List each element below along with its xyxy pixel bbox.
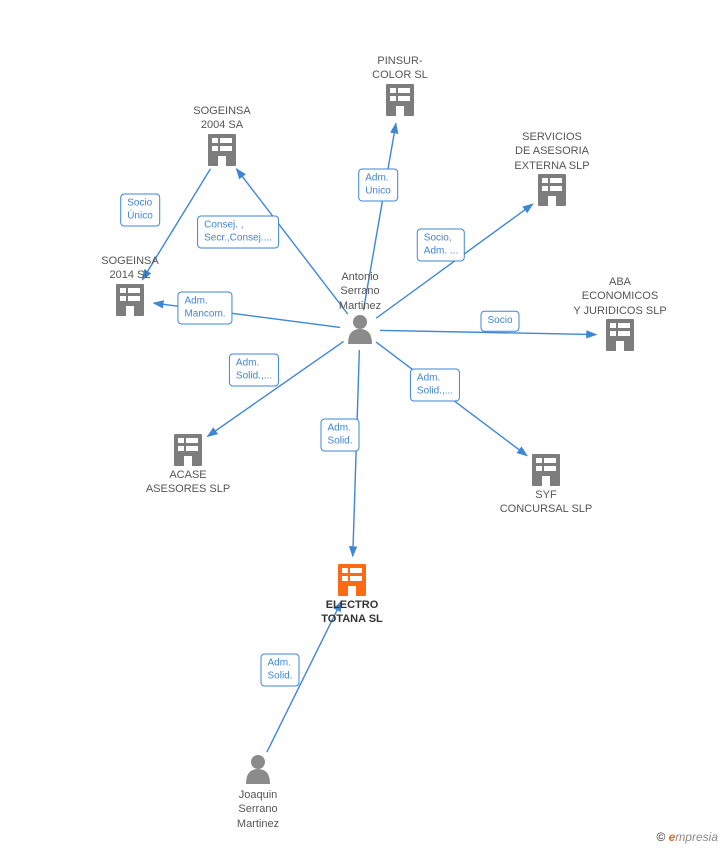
node-label: ELECTRO TOTANA SL: [307, 598, 397, 627]
node-label: Joaquin Serrano Martinez: [218, 788, 298, 831]
copyright-symbol: ©: [656, 830, 665, 844]
person-icon: [246, 755, 270, 784]
building-icon: [538, 174, 566, 206]
edge-label: Adm. Unico: [358, 169, 398, 202]
node-label: SOGEINSA 2014 SL: [85, 254, 175, 283]
copyright: © empresia: [656, 830, 718, 844]
brand-rest: mpresia: [675, 830, 718, 844]
building-icon: [174, 434, 202, 466]
edge-label: Socio: [480, 311, 519, 332]
edge-label: Consej. , Secr.,Consej....: [197, 216, 279, 249]
edge-label: Adm. Solid.: [260, 654, 299, 687]
node-label: ACASE ASESORES SLP: [133, 468, 243, 497]
building-icon: [532, 454, 560, 486]
building-icon: [208, 134, 236, 166]
edge-label: Socio Único: [120, 194, 160, 227]
node-label: Antonio Serrano Martinez: [320, 270, 400, 313]
building-icon: [386, 84, 414, 116]
node-label: SOGEINSA 2004 SA: [177, 104, 267, 133]
edge-label: Adm. Mancom.: [177, 292, 232, 325]
edge-line: [353, 350, 360, 556]
node-label: SYF CONCURSAL SLP: [486, 488, 606, 517]
edge-label: Adm. Solid.: [320, 419, 359, 452]
person-icon: [348, 315, 372, 344]
node-label: PINSUR- COLOR SL: [355, 54, 445, 83]
node-label: SERVICIOS DE ASESORIA EXTERNA SLP: [502, 130, 602, 173]
building-icon: [116, 284, 144, 316]
edge-label: Socio, Adm. ...: [417, 229, 465, 262]
edge-label: Adm. Solid.,...: [229, 354, 279, 387]
building-icon: [338, 564, 366, 596]
node-label: ABA ECONOMICOS Y JURIDICOS SLP: [560, 275, 680, 318]
building-icon: [606, 319, 634, 351]
edge-label: Adm. Solid.,...: [410, 369, 460, 402]
diagram-canvas: [0, 0, 728, 850]
